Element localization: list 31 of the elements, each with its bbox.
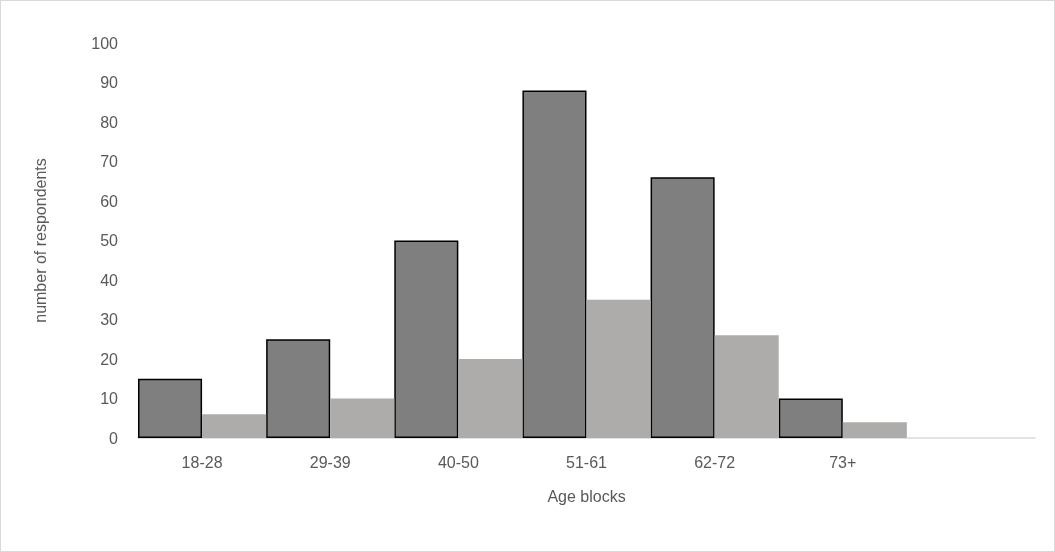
y-tick-label: 30 — [100, 311, 119, 328]
y-tick-label: 10 — [100, 390, 119, 407]
y-tick-label: 0 — [109, 429, 119, 447]
y-tick-label: 60 — [100, 192, 119, 210]
x-tick-label: 40-50 — [437, 453, 479, 471]
bar — [394, 240, 459, 438]
bar — [522, 90, 587, 438]
bar — [138, 378, 203, 438]
y-tick-label: 80 — [100, 113, 119, 131]
x-tick-label: 73+ — [829, 453, 857, 471]
y-tick-label: 40 — [100, 271, 119, 289]
x-tick-label: 29-39 — [309, 453, 351, 471]
x-tick-label: 62-72 — [694, 453, 736, 471]
y-axis-title: number of respondents — [31, 158, 49, 323]
y-tick-label: 100 — [91, 34, 119, 52]
bar — [714, 335, 779, 438]
x-axis-title: Age blocks — [547, 487, 626, 505]
y-tick-label: 20 — [100, 350, 119, 368]
x-tick-label: 18-28 — [181, 453, 223, 471]
bar — [650, 177, 715, 438]
y-tick-label: 70 — [100, 153, 119, 170]
x-tick-label: 51-61 — [566, 453, 608, 471]
bar — [586, 299, 651, 438]
bar — [202, 414, 267, 438]
bar — [458, 359, 523, 438]
y-tick-label: 90 — [100, 74, 119, 91]
bar — [778, 398, 843, 438]
bar — [842, 422, 907, 438]
y-tick-label: 50 — [100, 232, 119, 249]
bar — [330, 398, 395, 438]
bar — [266, 339, 331, 438]
